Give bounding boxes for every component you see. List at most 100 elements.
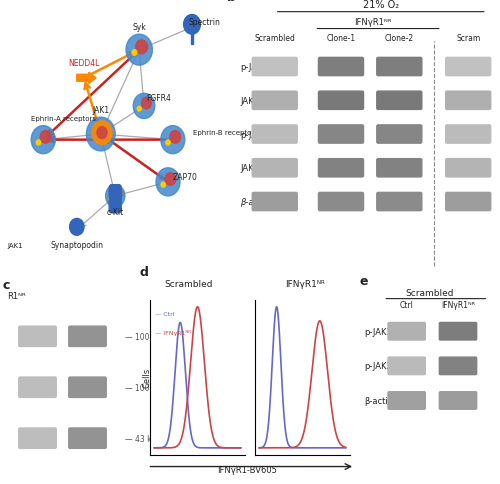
FancyBboxPatch shape: [252, 92, 298, 110]
FancyBboxPatch shape: [318, 92, 364, 110]
Text: Scrambled: Scrambled: [164, 279, 212, 288]
Circle shape: [161, 183, 166, 188]
Text: b: b: [227, 0, 236, 4]
FancyBboxPatch shape: [377, 193, 422, 211]
Text: IFNγR1-BV605: IFNγR1-BV605: [218, 465, 278, 474]
Text: β-actin: β-actin: [364, 396, 394, 405]
FancyBboxPatch shape: [109, 185, 121, 213]
Text: — 100 kDa: — 100 kDa: [125, 332, 167, 341]
FancyArrow shape: [190, 34, 194, 45]
Text: p-JAK1: p-JAK1: [364, 327, 392, 336]
FancyBboxPatch shape: [252, 58, 298, 76]
FancyArrow shape: [77, 73, 96, 84]
Text: JAK2: JAK2: [240, 164, 259, 173]
Circle shape: [40, 131, 51, 144]
Text: Scrambled: Scrambled: [406, 288, 454, 297]
Text: ZAP70: ZAP70: [172, 173, 197, 182]
Text: IFNγR1ᴺᴿ: IFNγR1ᴺᴿ: [285, 279, 325, 288]
Text: FGFR4: FGFR4: [146, 94, 171, 103]
Circle shape: [166, 141, 170, 146]
Text: p-JAK1: p-JAK1: [240, 63, 268, 72]
FancyBboxPatch shape: [446, 159, 490, 178]
Circle shape: [165, 173, 176, 186]
Text: 21% O₂: 21% O₂: [362, 0, 399, 11]
FancyBboxPatch shape: [318, 193, 364, 211]
Text: JAK1: JAK1: [7, 242, 23, 248]
Text: c-Kit: c-Kit: [106, 208, 124, 217]
FancyBboxPatch shape: [377, 126, 422, 144]
Circle shape: [126, 35, 152, 66]
Text: JAK1: JAK1: [240, 97, 259, 106]
Text: e: e: [360, 275, 368, 288]
Text: Cells: Cells: [142, 367, 152, 388]
Text: β-actin: β-actin: [240, 197, 270, 207]
Text: Ctrl: Ctrl: [400, 300, 413, 309]
Text: Scrambled: Scrambled: [254, 34, 295, 43]
FancyBboxPatch shape: [19, 428, 56, 448]
Circle shape: [156, 168, 180, 197]
FancyBboxPatch shape: [252, 193, 298, 211]
FancyBboxPatch shape: [446, 92, 490, 110]
FancyBboxPatch shape: [446, 58, 490, 76]
Text: Ephrin-B receptors: Ephrin-B receptors: [193, 130, 258, 136]
Circle shape: [114, 189, 122, 199]
FancyBboxPatch shape: [388, 323, 426, 340]
FancyBboxPatch shape: [318, 159, 364, 178]
FancyBboxPatch shape: [446, 126, 490, 144]
Text: Spectrin: Spectrin: [188, 18, 220, 27]
FancyBboxPatch shape: [318, 58, 364, 76]
Text: Synaptopodin: Synaptopodin: [50, 240, 104, 249]
Circle shape: [170, 131, 180, 144]
Circle shape: [136, 41, 147, 55]
Text: — 43 kDa: — 43 kDa: [125, 434, 162, 443]
Text: JAK1: JAK1: [92, 106, 110, 114]
FancyBboxPatch shape: [69, 378, 106, 398]
Circle shape: [132, 50, 137, 56]
FancyBboxPatch shape: [69, 428, 106, 448]
Circle shape: [161, 126, 185, 154]
Text: — IFNγR1ᴺᴿ: — IFNγR1ᴺᴿ: [155, 329, 191, 335]
Text: p-JAK2: p-JAK2: [240, 130, 268, 139]
FancyBboxPatch shape: [69, 327, 106, 347]
Circle shape: [97, 127, 107, 139]
Circle shape: [108, 197, 112, 201]
Text: — Ctrl: — Ctrl: [155, 312, 174, 317]
Circle shape: [92, 121, 112, 145]
Text: Ephrin-A receptors: Ephrin-A receptors: [31, 116, 96, 121]
FancyBboxPatch shape: [318, 126, 364, 144]
Circle shape: [70, 219, 84, 236]
Circle shape: [106, 185, 125, 208]
Text: p-JAK2: p-JAK2: [364, 362, 392, 371]
FancyBboxPatch shape: [377, 159, 422, 178]
Text: c: c: [2, 278, 10, 291]
Text: Scram: Scram: [456, 34, 480, 43]
Text: Syk: Syk: [132, 22, 146, 31]
FancyBboxPatch shape: [440, 323, 476, 340]
FancyBboxPatch shape: [19, 378, 56, 398]
Text: R1ᴺᴿ: R1ᴺᴿ: [8, 291, 26, 301]
Text: IFNγR1ᴺᴿ: IFNγR1ᴺᴿ: [441, 300, 475, 309]
Circle shape: [36, 141, 40, 146]
Circle shape: [31, 126, 55, 154]
FancyBboxPatch shape: [252, 126, 298, 144]
FancyBboxPatch shape: [252, 159, 298, 178]
Circle shape: [86, 118, 115, 151]
Text: — 100 kDa: — 100 kDa: [125, 383, 167, 392]
FancyBboxPatch shape: [377, 92, 422, 110]
Circle shape: [184, 15, 200, 35]
Circle shape: [142, 98, 152, 109]
FancyBboxPatch shape: [377, 58, 422, 76]
FancyBboxPatch shape: [440, 357, 476, 375]
Circle shape: [138, 107, 141, 112]
Text: Clone-1: Clone-1: [326, 34, 356, 43]
FancyBboxPatch shape: [388, 392, 426, 409]
Text: NEDD4L: NEDD4L: [68, 59, 100, 68]
Text: IFNγR1ᴺᴿ: IFNγR1ᴺᴿ: [354, 18, 392, 27]
FancyBboxPatch shape: [446, 193, 490, 211]
FancyBboxPatch shape: [388, 357, 426, 375]
Text: Clone-2: Clone-2: [384, 34, 414, 43]
Text: d: d: [140, 265, 149, 278]
Circle shape: [133, 94, 155, 120]
FancyBboxPatch shape: [440, 392, 476, 409]
FancyBboxPatch shape: [19, 327, 56, 347]
